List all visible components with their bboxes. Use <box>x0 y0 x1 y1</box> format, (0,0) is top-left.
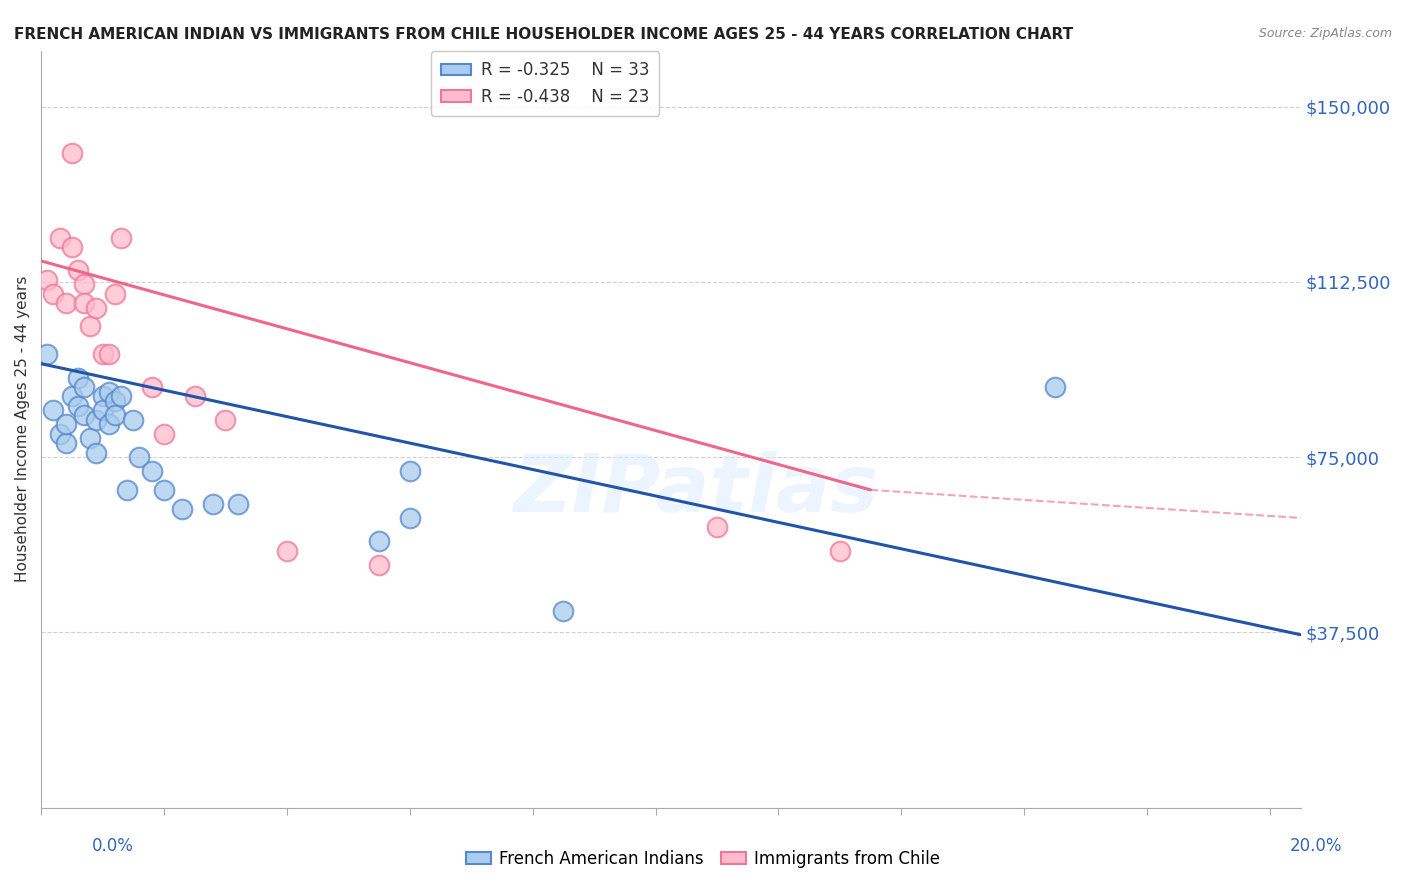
Point <box>368 534 391 549</box>
Point <box>172 501 194 516</box>
Point <box>1043 380 1066 394</box>
Point <box>79 432 101 446</box>
Point <box>66 399 89 413</box>
Point <box>183 389 205 403</box>
Point <box>42 286 65 301</box>
Point <box>153 483 176 497</box>
Point <box>214 413 236 427</box>
Text: Source: ZipAtlas.com: Source: ZipAtlas.com <box>1258 27 1392 40</box>
Point <box>37 272 59 286</box>
Point <box>91 403 114 417</box>
Point <box>97 417 120 432</box>
Point <box>398 464 420 478</box>
Point <box>66 263 89 277</box>
Point <box>97 347 120 361</box>
Point <box>122 413 145 427</box>
Point <box>86 301 108 315</box>
Point <box>276 543 298 558</box>
Point <box>202 497 225 511</box>
Y-axis label: Householder Income Ages 25 - 44 years: Householder Income Ages 25 - 44 years <box>15 276 30 582</box>
Point <box>128 450 150 465</box>
Text: 20.0%: 20.0% <box>1291 837 1343 855</box>
Point <box>110 389 132 403</box>
Point <box>115 483 138 497</box>
Point <box>79 319 101 334</box>
Point <box>60 389 83 403</box>
Text: FRENCH AMERICAN INDIAN VS IMMIGRANTS FROM CHILE HOUSEHOLDER INCOME AGES 25 - 44 : FRENCH AMERICAN INDIAN VS IMMIGRANTS FRO… <box>14 27 1073 42</box>
Point <box>110 230 132 244</box>
Point <box>86 445 108 459</box>
Point <box>86 413 108 427</box>
Point <box>55 417 77 432</box>
Point <box>153 426 176 441</box>
Point <box>91 347 114 361</box>
Point <box>48 426 70 441</box>
Point <box>141 464 163 478</box>
Point <box>368 558 391 572</box>
Point <box>37 347 59 361</box>
Point <box>91 389 114 403</box>
Point <box>104 394 127 409</box>
Point <box>55 436 77 450</box>
Legend: French American Indians, Immigrants from Chile: French American Indians, Immigrants from… <box>460 844 946 875</box>
Point <box>104 408 127 422</box>
Point <box>60 146 83 161</box>
Point <box>104 286 127 301</box>
Text: ZIPatlas: ZIPatlas <box>513 450 879 529</box>
Point <box>73 277 96 292</box>
Point <box>55 296 77 310</box>
Legend: R = -0.325    N = 33, R = -0.438    N = 23: R = -0.325 N = 33, R = -0.438 N = 23 <box>430 52 659 116</box>
Point <box>42 403 65 417</box>
Point <box>553 604 575 618</box>
Point <box>73 380 96 394</box>
Point <box>48 230 70 244</box>
Point <box>60 240 83 254</box>
Point <box>706 520 728 534</box>
Point <box>73 408 96 422</box>
Text: 0.0%: 0.0% <box>91 837 134 855</box>
Point <box>73 296 96 310</box>
Point <box>828 543 851 558</box>
Point <box>398 511 420 525</box>
Point <box>66 370 89 384</box>
Point <box>141 380 163 394</box>
Point <box>226 497 249 511</box>
Point <box>97 384 120 399</box>
